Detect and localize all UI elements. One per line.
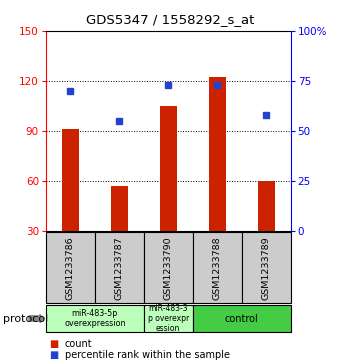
Text: GSM1233787: GSM1233787 xyxy=(115,236,124,299)
Text: GDS5347 / 1558292_s_at: GDS5347 / 1558292_s_at xyxy=(86,13,254,26)
Text: protocol: protocol xyxy=(3,314,49,323)
Text: ■: ■ xyxy=(49,350,58,360)
Text: miR-483-3
p overexpr
ession: miR-483-3 p overexpr ession xyxy=(148,303,189,334)
Bar xyxy=(62,129,79,231)
Text: control: control xyxy=(225,314,259,323)
Text: GSM1233786: GSM1233786 xyxy=(66,236,75,299)
Text: GSM1233789: GSM1233789 xyxy=(262,236,271,299)
Bar xyxy=(242,232,291,303)
Text: GSM1233788: GSM1233788 xyxy=(213,236,222,299)
Bar xyxy=(193,232,242,303)
Text: ■: ■ xyxy=(49,339,58,349)
Text: count: count xyxy=(65,339,92,349)
Text: percentile rank within the sample: percentile rank within the sample xyxy=(65,350,230,360)
Bar xyxy=(209,77,226,231)
Text: miR-483-5p
overexpression: miR-483-5p overexpression xyxy=(64,309,125,328)
Bar xyxy=(144,232,193,303)
Bar xyxy=(46,232,95,303)
Bar xyxy=(258,180,275,231)
Bar xyxy=(111,185,128,231)
Text: GSM1233790: GSM1233790 xyxy=(164,236,173,299)
Bar xyxy=(95,232,144,303)
Bar xyxy=(144,305,193,332)
Bar xyxy=(193,305,291,332)
Bar xyxy=(160,106,177,231)
Bar xyxy=(46,305,144,332)
